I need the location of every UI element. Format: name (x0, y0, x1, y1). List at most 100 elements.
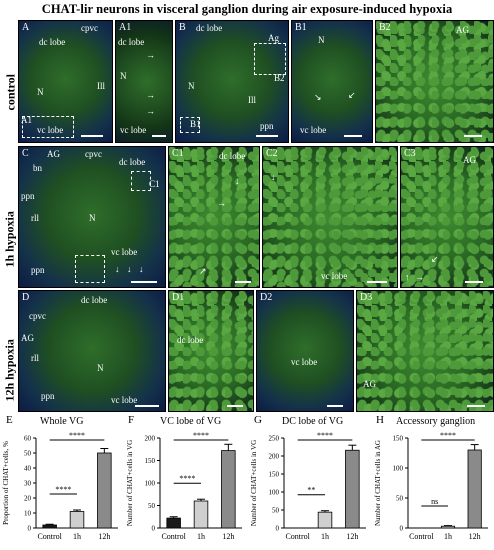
image-label: AG (47, 149, 60, 159)
arrow-icon: ↗ (199, 266, 207, 276)
y-tick-label: 30 (24, 480, 32, 488)
y-axis-label: Number of CHAT+cells in VG (126, 440, 134, 526)
arrow-icon: → (415, 272, 424, 282)
y-tick-label: 0 (276, 525, 280, 533)
image-label: B1 (190, 119, 201, 129)
micrograph-d2: D2 vc lobe (256, 290, 354, 412)
chart-g: Number of CHAT+cells in VG 0 50 100 150 200 25… (250, 431, 366, 541)
bar (345, 449, 360, 529)
image-label: vc lobe (111, 395, 138, 405)
bar (317, 511, 333, 529)
image-label: AG (21, 333, 34, 343)
significance-label: ** (307, 486, 315, 495)
significance-label: **** (179, 474, 195, 483)
arrow-icon: → (146, 50, 155, 60)
micrograph-d1: D1 dc lobe (168, 290, 254, 412)
arrow-icon: ↙ (348, 90, 356, 100)
image-label: cpvc (85, 149, 102, 159)
scale-bar (81, 135, 103, 137)
micrograph-a: A dc lobe cpvc N Ill vc lobe A1 (18, 20, 113, 143)
chart-h: Number of CHAT+cells in AG 0 50 100 150 Contr… (374, 431, 488, 541)
image-label: C1 (149, 179, 160, 189)
bar (467, 449, 482, 529)
scale-bar (135, 405, 159, 407)
arrow-icon: ↓ (139, 264, 144, 274)
image-label: AG (456, 25, 469, 35)
panel-label: C2 (266, 148, 278, 159)
x-tick-label: 12h (222, 532, 234, 541)
x-tick-label: 12h (469, 532, 481, 541)
significance-label: **** (440, 431, 456, 440)
inset-box-b2 (254, 43, 286, 75)
x-tick-label: Control (285, 532, 310, 541)
scale-bar (235, 281, 251, 283)
arrow-icon: ↙ (431, 254, 439, 264)
micrograph-b: B dc lobe Ag N B2 Ill B1 ppn (175, 20, 289, 143)
x-tick-label: 1h (444, 532, 452, 541)
bar (97, 452, 112, 529)
y-tick-label: 50 (272, 507, 280, 515)
bar (69, 511, 85, 529)
significance-label: **** (55, 485, 71, 494)
micrograph-d3: D3 AG (356, 290, 494, 412)
panel-label: D3 (360, 292, 373, 303)
image-label: vc lobe (300, 125, 327, 135)
bar (42, 524, 57, 529)
panel-label: D1 (172, 292, 185, 303)
x-tick-label: 1h (321, 532, 329, 541)
row-label-12h-hypoxia: 12h hypoxia (2, 339, 17, 402)
y-tick-label: 150 (393, 435, 404, 443)
y-tick-label: 0 (400, 525, 404, 533)
figure-title: CHAT-lir neurons in visceral ganglion du… (41, 2, 453, 16)
image-label: dc lobe (81, 295, 108, 305)
inset-box-a1 (22, 116, 74, 138)
image-label: N (37, 87, 44, 97)
image-label: dc lobe (177, 335, 204, 345)
image-label: Ill (97, 81, 105, 91)
chart-title-e: Whole VG (40, 416, 84, 427)
arrow-icon: ↘ (314, 92, 322, 102)
y-tick-label: 50 (24, 450, 32, 458)
scale-bar (367, 281, 387, 283)
panel-label: B2 (379, 22, 391, 33)
image-label: N (89, 213, 96, 223)
y-tick-label: 50 (396, 495, 404, 503)
scale-bar (467, 405, 485, 407)
y-tick-label: 150 (145, 457, 156, 465)
panel-label: D2 (260, 292, 273, 303)
image-label: Ag (268, 33, 279, 43)
arrow-icon: → (217, 198, 226, 208)
image-label: dc lobe (118, 37, 145, 47)
image-label: rll (31, 353, 39, 363)
image-label: Ill (248, 95, 256, 105)
chart-e: Proportion of CHAT+cells, % 0 10 20 30 40 50 60… (2, 431, 118, 541)
micrograph-c: C AG cpvc bn dc lobe C1 ppn rll N vc lob… (18, 146, 166, 288)
image-label: N (188, 81, 195, 91)
bar (440, 525, 456, 529)
image-label: ppn (21, 191, 35, 201)
image-label: cpvc (29, 311, 46, 321)
scale-bar (327, 405, 343, 407)
significance-label: ns (431, 497, 438, 506)
micrograph-c2: C2 vc lobe ↓ (262, 146, 398, 288)
y-axis-label: Proportion of CHAT+cells, % (2, 441, 10, 525)
scale-bar (465, 281, 483, 283)
image-label: ppn (31, 265, 45, 275)
y-tick-label: 150 (269, 471, 280, 479)
y-tick-label: 100 (393, 465, 404, 473)
micrograph-b2: B2 AG (375, 20, 494, 143)
scale-bar (152, 135, 166, 137)
x-tick-label: Control (409, 532, 434, 541)
panel-label: A (22, 22, 30, 33)
y-tick-label: 40 (24, 465, 32, 473)
bar (221, 450, 236, 529)
image-label: cpvc (81, 23, 98, 33)
image-label: B2 (274, 73, 285, 83)
x-tick-label: 1h (73, 532, 81, 541)
y-tick-label: 100 (145, 480, 156, 488)
image-label: vc lobe (291, 357, 318, 367)
micrograph-a1: A1 dc lobe N vc lobe → → → (115, 20, 173, 143)
micrograph-c1: C1 dc lobe ↓ → ↗ (168, 146, 260, 288)
micrograph-b1: B1 N vc lobe ↘ ↙ (291, 20, 373, 143)
chart-title-f: VC lobe of VG (160, 416, 222, 427)
